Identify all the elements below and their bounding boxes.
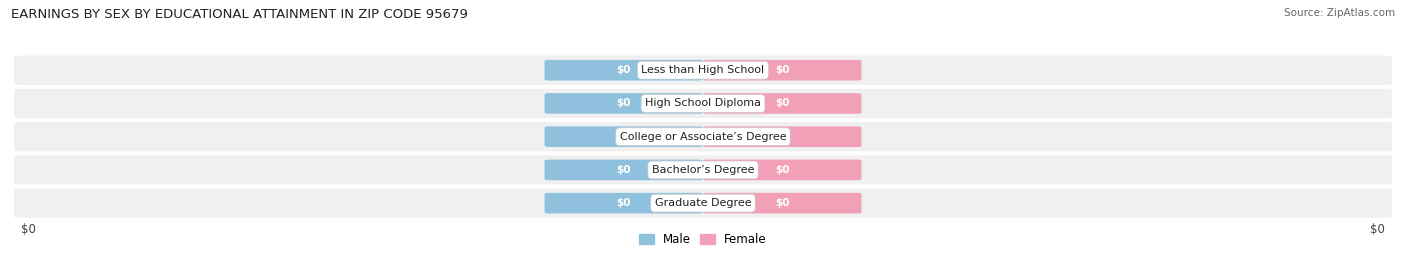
- FancyBboxPatch shape: [14, 55, 1392, 85]
- Text: $0: $0: [616, 98, 631, 109]
- Text: $0: $0: [775, 165, 790, 175]
- FancyBboxPatch shape: [14, 122, 1392, 151]
- FancyBboxPatch shape: [14, 89, 1392, 118]
- FancyBboxPatch shape: [544, 126, 703, 147]
- FancyBboxPatch shape: [544, 60, 703, 80]
- Text: Less than High School: Less than High School: [641, 65, 765, 75]
- Text: $0: $0: [775, 198, 790, 208]
- Text: High School Diploma: High School Diploma: [645, 98, 761, 109]
- FancyBboxPatch shape: [703, 60, 862, 80]
- Text: $0: $0: [775, 98, 790, 109]
- Text: $0: $0: [616, 65, 631, 75]
- Text: $0: $0: [1371, 223, 1385, 236]
- Text: Source: ZipAtlas.com: Source: ZipAtlas.com: [1284, 8, 1395, 18]
- FancyBboxPatch shape: [544, 93, 703, 114]
- FancyBboxPatch shape: [703, 160, 862, 180]
- Text: College or Associate’s Degree: College or Associate’s Degree: [620, 132, 786, 142]
- FancyBboxPatch shape: [14, 188, 1392, 218]
- Text: $0: $0: [616, 165, 631, 175]
- Text: $0: $0: [775, 65, 790, 75]
- FancyBboxPatch shape: [14, 155, 1392, 185]
- Legend: Male, Female: Male, Female: [634, 228, 772, 250]
- Text: $0: $0: [616, 198, 631, 208]
- FancyBboxPatch shape: [703, 93, 862, 114]
- FancyBboxPatch shape: [544, 160, 703, 180]
- Text: $0: $0: [21, 223, 35, 236]
- FancyBboxPatch shape: [703, 126, 862, 147]
- Text: Graduate Degree: Graduate Degree: [655, 198, 751, 208]
- FancyBboxPatch shape: [703, 193, 862, 213]
- Text: EARNINGS BY SEX BY EDUCATIONAL ATTAINMENT IN ZIP CODE 95679: EARNINGS BY SEX BY EDUCATIONAL ATTAINMEN…: [11, 8, 468, 21]
- Text: $0: $0: [775, 132, 790, 142]
- Text: $0: $0: [616, 132, 631, 142]
- FancyBboxPatch shape: [544, 193, 703, 213]
- Text: Bachelor’s Degree: Bachelor’s Degree: [652, 165, 754, 175]
